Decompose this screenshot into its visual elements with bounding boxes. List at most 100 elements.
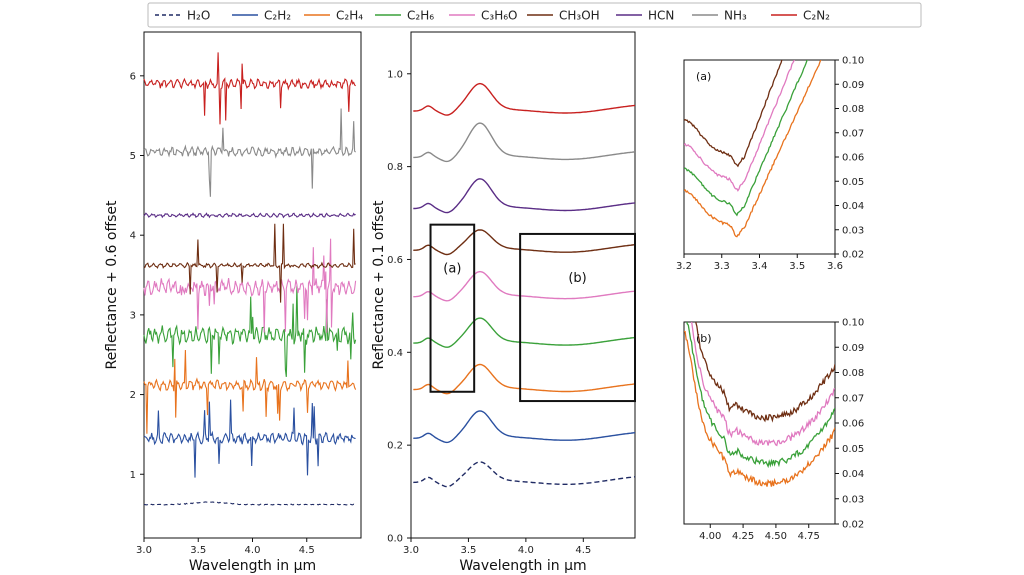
y-tick-label: 0.10 — [842, 318, 864, 329]
y-tick-label: 3 — [130, 310, 136, 321]
x-axis-label: Wavelength in μm — [459, 558, 586, 574]
legend-label-c2h4: C₂H₄ — [336, 9, 363, 23]
x-tick-label: 4.00 — [699, 531, 721, 542]
y-tick-label: 0.08 — [842, 104, 864, 115]
series-line-left — [143, 223, 356, 303]
y-tick-label: 0.06 — [842, 153, 864, 164]
x-tick-label: 4.0 — [245, 545, 261, 556]
y-tick-label: 1 — [130, 470, 136, 481]
inset-tag: (a) — [696, 70, 711, 83]
legend-label-hcn: HCN — [648, 9, 674, 23]
x-tick-label: 3.5 — [460, 545, 476, 556]
y-tick-label: 0.4 — [387, 348, 403, 359]
y-tick-label: 4 — [130, 231, 136, 242]
inset-series-line — [684, 60, 783, 168]
legend-item-nh3: NH₃ — [692, 9, 747, 23]
inset-series-line — [684, 60, 809, 217]
series-line-left — [143, 399, 356, 478]
inset-series-line — [684, 60, 795, 192]
x-tick-label: 4.5 — [575, 545, 591, 556]
x-tick-label: 4.50 — [765, 531, 787, 542]
legend-item-c2h6: C₂H₆ — [375, 9, 434, 23]
series-line-left — [144, 501, 356, 506]
legend-item-c3h6o: C₃H₆O — [449, 9, 517, 23]
y-tick-label: 0.04 — [842, 201, 864, 212]
y-tick-label: 0.07 — [842, 128, 864, 139]
inset-series-line — [690, 322, 835, 447]
y-tick-label: 2 — [130, 390, 136, 401]
y-tick-label: 5 — [130, 151, 136, 162]
series-line-left — [143, 349, 357, 434]
y-tick-label: 0.07 — [842, 393, 864, 404]
y-axis-label: Reflectance + 0.6 offset — [104, 200, 120, 370]
series-line-left — [143, 285, 357, 377]
panel-middle: 3.0 3.5 4.0 4.5 0.0 0.2 0.4 0.6 0.8 1.0 Wavelength… — [371, 31, 637, 574]
zoom-box-label: (b) — [568, 271, 586, 286]
y-tick-label: 0.6 — [387, 255, 403, 266]
series-line-left — [143, 108, 356, 197]
legend-item-c2h2: C₂H₂ — [232, 9, 291, 23]
x-tick-label: 4.0 — [518, 545, 534, 556]
x-tick-label: 3.5 — [789, 261, 805, 272]
series-line-left — [143, 238, 357, 333]
y-axis-label: Reflectance + 0.1 offset — [371, 200, 387, 370]
inset-series-line — [684, 330, 835, 487]
legend-label-c2h2: C₂H₂ — [264, 9, 291, 23]
series-line-middle — [413, 82, 636, 116]
plot-frame — [683, 321, 836, 525]
series-line-left — [143, 52, 356, 125]
legend-item-hcn: HCN — [616, 9, 674, 23]
x-tick-label: 3.2 — [676, 261, 692, 272]
y-tick-label: 0.04 — [842, 469, 864, 480]
legend-item-ch3oh: CH₃OH — [527, 9, 600, 23]
x-tick-label: 3.5 — [190, 545, 206, 556]
zoom-box — [429, 223, 476, 393]
x-tick-label: 3.4 — [752, 261, 768, 272]
y-tick-label: 0.06 — [842, 419, 864, 430]
legend-item-h2o: H₂O — [155, 9, 210, 23]
x-tick-label: 3.0 — [136, 545, 152, 556]
y-tick-label: 0.8 — [387, 162, 403, 173]
y-tick-label: 0.10 — [842, 56, 864, 67]
legend-label-nh3: NH₃ — [724, 9, 747, 23]
legend-label-c2h6: C₂H₆ — [407, 9, 434, 23]
inset-series-line — [684, 60, 822, 238]
series-line-middle — [413, 122, 636, 163]
legend-label-ch3oh: CH₃OH — [559, 9, 600, 23]
y-tick-label: 0.03 — [842, 225, 864, 236]
legend-label-c3h6o: C₃H₆O — [481, 9, 517, 23]
legend-item-c2h4: C₂H₄ — [304, 9, 363, 23]
y-tick-label: 0.09 — [842, 80, 864, 91]
zoom-box-label: (a) — [443, 262, 461, 277]
y-tick-label: 0.0 — [387, 534, 403, 545]
series-line-middle — [413, 363, 636, 395]
plot-frame — [683, 59, 836, 255]
y-tick-label: 0.02 — [842, 520, 864, 531]
series-line-middle — [413, 461, 636, 488]
y-tick-label: 0.02 — [842, 250, 864, 261]
panel-inset-b: 4.00 4.25 4.50 4.75 0.02 0.03 0.04 0.05 0.06 0.07… — [683, 318, 864, 542]
x-tick-label: 3.0 — [403, 545, 419, 556]
series-line-left — [143, 212, 356, 219]
legend-label-c2n2: C₂N₂ — [803, 9, 830, 23]
y-tick-label: 0.03 — [842, 494, 864, 505]
y-tick-label: 0.2 — [387, 441, 403, 452]
series-line-middle — [413, 229, 636, 256]
series-line-middle — [413, 270, 636, 302]
series-line-middle — [413, 178, 636, 214]
plot-frame — [410, 31, 636, 539]
inset-series-line — [695, 322, 835, 423]
y-tick-label: 0.08 — [842, 368, 864, 379]
series-line-middle — [413, 317, 636, 348]
legend-label-h2o: H₂O — [187, 9, 210, 23]
inset-series-line — [686, 322, 835, 469]
zoom-box — [519, 232, 637, 403]
x-tick-label: 3.6 — [827, 261, 843, 272]
y-tick-label: 0.05 — [842, 177, 864, 188]
x-axis-label: Wavelength in μm — [189, 558, 316, 574]
x-tick-label: 4.5 — [299, 545, 315, 556]
y-tick-label: 1.0 — [387, 69, 403, 80]
y-tick-label: 0.09 — [842, 343, 864, 354]
x-tick-label: 4.75 — [798, 531, 820, 542]
